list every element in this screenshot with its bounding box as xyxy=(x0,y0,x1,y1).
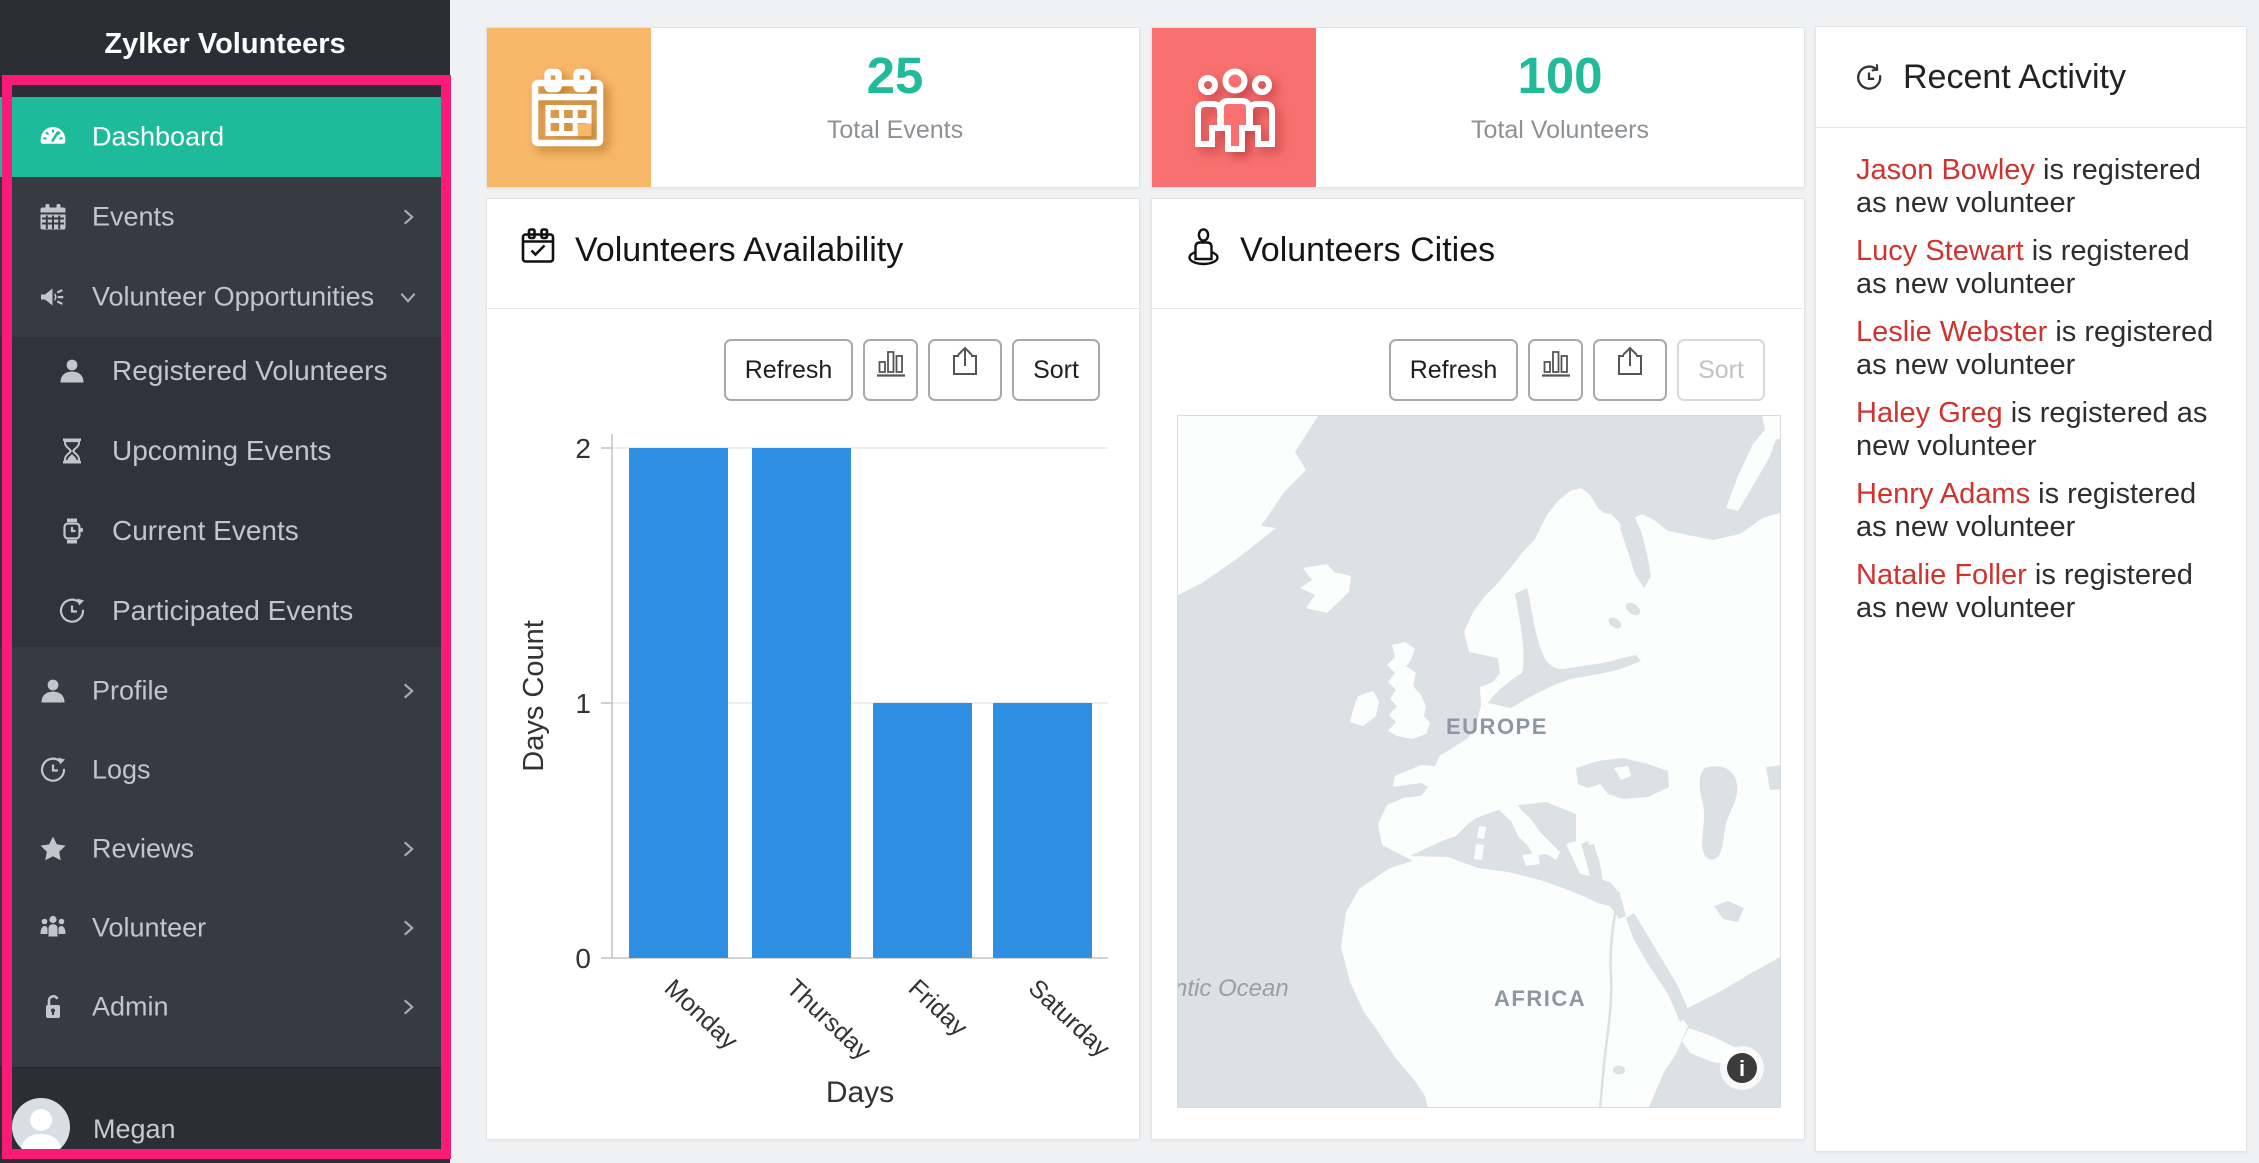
svg-text:AFRICA: AFRICA xyxy=(1494,986,1586,1011)
svg-text:Days Count: Days Count xyxy=(518,620,550,772)
svg-text:Saturday: Saturday xyxy=(1023,974,1116,1063)
svg-text:1: 1 xyxy=(575,688,591,719)
svg-text:i: i xyxy=(1739,1056,1745,1081)
svg-text:Monday: Monday xyxy=(659,974,744,1055)
svg-text:0: 0 xyxy=(575,943,591,974)
svg-text:EUROPE: EUROPE xyxy=(1446,714,1548,739)
svg-text:Friday: Friday xyxy=(903,974,973,1042)
svg-text:Thursday: Thursday xyxy=(781,974,877,1066)
svg-text:2: 2 xyxy=(575,433,591,464)
svg-text:Days: Days xyxy=(826,1076,894,1109)
svg-text:ntic Ocean: ntic Ocean xyxy=(1178,975,1289,1002)
